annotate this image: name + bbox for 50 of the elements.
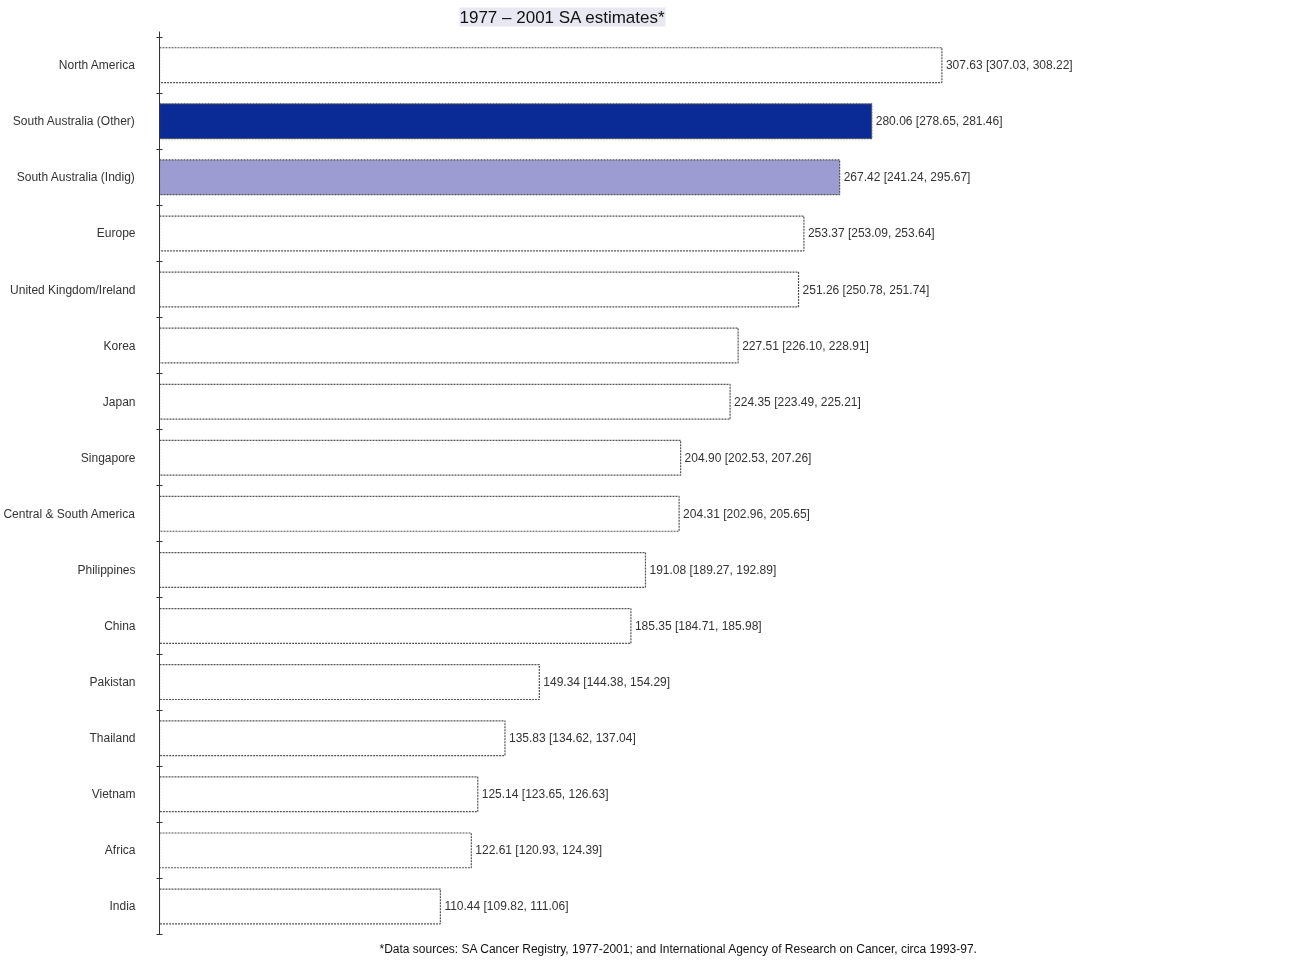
- data-label: 253.37 [253.09, 253.64]: [807, 226, 935, 241]
- data-label: 204.31 [202.96, 205.65]: [683, 506, 810, 521]
- bar: [159, 159, 841, 196]
- y-tick-label: Singapore: [80, 450, 136, 465]
- bar: [159, 664, 540, 701]
- data-label: 135.83 [134.62, 137.04]: [508, 731, 636, 746]
- data-label: 191.08 [189.27, 192.89]: [649, 562, 777, 577]
- bar: [159, 327, 739, 364]
- y-tick-label: Pakistan: [89, 675, 136, 690]
- data-label: 227.51 [226.10, 228.91]: [742, 338, 869, 353]
- data-label: 224.35 [223.49, 225.21]: [734, 394, 861, 409]
- data-label: 280.06 [278.65, 281.46]: [875, 114, 1003, 129]
- bar: [159, 495, 680, 532]
- data-label: 149.34 [144.38, 154.29]: [543, 675, 671, 690]
- y-tick-label: Japan: [102, 394, 136, 409]
- text: *Data sources: SA Cancer Registry, 1977-2001; and International Agency of Research on Cancer, circa 1993-97.: [379, 941, 977, 956]
- y-tick-label: North America: [58, 58, 136, 73]
- data-label: 185.35 [184.71, 185.98]: [634, 619, 762, 634]
- bar: [159, 103, 873, 140]
- data-label: 122.61 [120.93, 124.39]: [475, 843, 603, 858]
- data-label: 110.44 [109.82, 111.06]: [444, 899, 569, 914]
- bar: [159, 832, 472, 869]
- y-tick-label: Central & South America: [3, 506, 136, 521]
- y-tick-label: Vietnam: [91, 787, 136, 802]
- bar: [159, 551, 647, 588]
- bar: [159, 776, 479, 813]
- chart-title: 1977 – 2001 SA estimates*: [459, 7, 665, 27]
- bar: [159, 383, 731, 420]
- bar: [159, 47, 943, 84]
- bar: [159, 888, 441, 925]
- bar: [159, 439, 682, 476]
- y-tick-label: India: [109, 899, 136, 914]
- data-label: 307.63 [307.03, 308.22]: [945, 58, 1073, 73]
- y-tick-label: Thailand: [89, 731, 136, 746]
- y-tick-label: Philippines: [77, 562, 136, 577]
- bar: [159, 271, 800, 308]
- bar: [159, 608, 632, 645]
- y-tick-label: South Australia (Other): [12, 114, 135, 129]
- y-tick-label: Europe: [96, 226, 136, 241]
- bar: [159, 215, 805, 252]
- data-label: 267.42 [241.24, 295.67]: [843, 170, 971, 185]
- data-label: 204.90 [202.53, 207.26]: [684, 450, 812, 465]
- y-tick-label: Africa: [104, 843, 136, 858]
- y-tick-label: China: [104, 619, 136, 634]
- y-tick-label: Korea: [103, 338, 136, 353]
- y-tick-label: United Kingdom/Ireland: [10, 282, 136, 297]
- y-tick-label: South Australia (Indig): [16, 170, 135, 185]
- data-label: 125.14 [123.65, 126.63]: [481, 787, 609, 802]
- bar: [159, 720, 506, 757]
- data-label: 251.26 [250.78, 251.74]: [802, 282, 930, 297]
